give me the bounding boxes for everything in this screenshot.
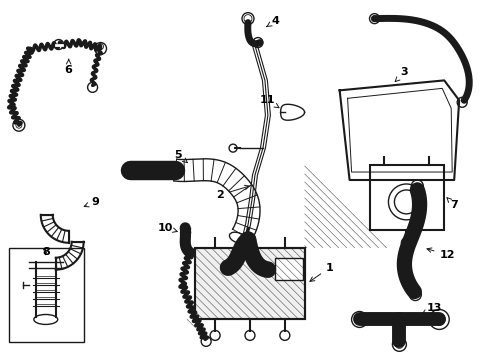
Text: 1: 1	[310, 263, 334, 282]
Text: 7: 7	[447, 198, 458, 210]
Text: 8: 8	[42, 247, 49, 257]
Bar	[195, 248, 305, 319]
Text: 3: 3	[395, 67, 408, 82]
Text: 10: 10	[158, 223, 177, 233]
Text: 4: 4	[267, 15, 280, 27]
Text: 13: 13	[421, 302, 442, 314]
Text: 11: 11	[260, 95, 279, 108]
Bar	[9, 248, 84, 342]
Text: 6: 6	[65, 59, 73, 76]
Bar	[369, 165, 444, 230]
Text: 9: 9	[84, 197, 99, 207]
Text: 12: 12	[427, 248, 455, 260]
Text: 5: 5	[174, 150, 187, 163]
Bar	[195, 248, 305, 319]
Text: 2: 2	[216, 185, 249, 200]
Bar	[275, 258, 303, 280]
